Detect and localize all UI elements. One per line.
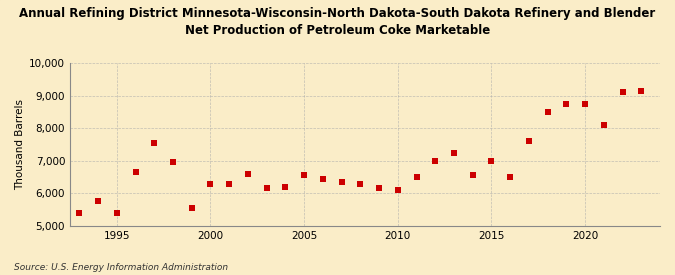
- Point: [186, 206, 197, 210]
- Point: [580, 101, 591, 106]
- Point: [167, 160, 178, 164]
- Point: [280, 185, 291, 189]
- Point: [636, 89, 647, 93]
- Text: Source: U.S. Energy Information Administration: Source: U.S. Energy Information Administ…: [14, 263, 227, 272]
- Point: [224, 181, 235, 186]
- Point: [336, 180, 347, 184]
- Point: [317, 177, 328, 181]
- Point: [374, 186, 385, 191]
- Point: [542, 110, 553, 114]
- Point: [130, 170, 141, 174]
- Point: [299, 173, 310, 178]
- Point: [92, 199, 103, 204]
- Point: [392, 188, 403, 192]
- Point: [261, 186, 272, 191]
- Point: [486, 158, 497, 163]
- Point: [617, 90, 628, 95]
- Point: [524, 139, 535, 143]
- Point: [599, 123, 610, 127]
- Y-axis label: Thousand Barrels: Thousand Barrels: [15, 99, 25, 190]
- Text: Annual Refining District Minnesota-Wisconsin-North Dakota-South Dakota Refinery : Annual Refining District Minnesota-Wisco…: [20, 7, 655, 37]
- Point: [467, 173, 478, 178]
- Point: [74, 211, 85, 215]
- Point: [449, 150, 460, 155]
- Point: [430, 158, 441, 163]
- Point: [505, 175, 516, 179]
- Point: [242, 172, 253, 176]
- Point: [355, 181, 366, 186]
- Point: [561, 101, 572, 106]
- Point: [411, 175, 422, 179]
- Point: [111, 211, 122, 215]
- Point: [205, 181, 216, 186]
- Point: [149, 141, 160, 145]
